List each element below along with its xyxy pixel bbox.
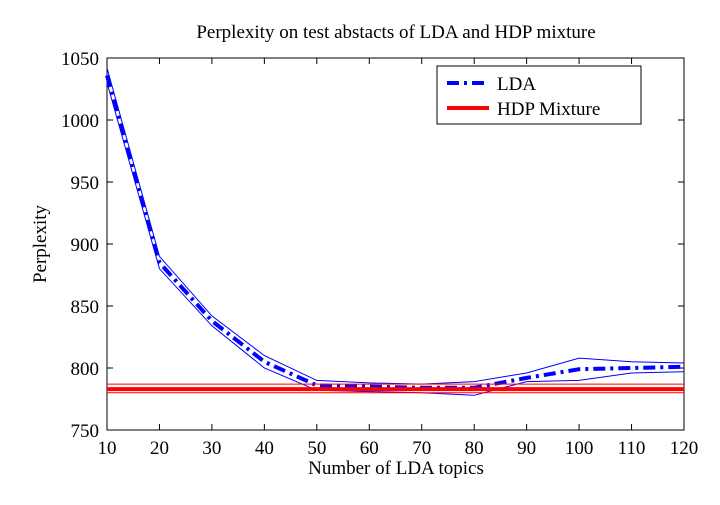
y-tick-label: 900 bbox=[71, 235, 100, 256]
lda-upper-bound bbox=[106, 67, 685, 385]
x-tick-label: 110 bbox=[618, 438, 646, 459]
x-tick-label: 100 bbox=[565, 438, 594, 459]
y-tick-label: 850 bbox=[71, 297, 100, 318]
x-tick-label: 120 bbox=[670, 438, 699, 459]
x-tick-label: 40 bbox=[255, 438, 274, 459]
y-tick-label: 1000 bbox=[61, 111, 99, 132]
x-tick-label: 50 bbox=[307, 438, 326, 459]
x-tick-label: 70 bbox=[412, 438, 431, 459]
x-axis-label: Number of LDA topics bbox=[308, 458, 484, 479]
lda-lower-bound bbox=[106, 82, 685, 396]
y-tick-label: 750 bbox=[71, 421, 100, 442]
chart-title: Perplexity on test abstacts of LDA and H… bbox=[196, 22, 595, 43]
legend-label-lda: LDA bbox=[497, 74, 536, 95]
x-tick-label: 80 bbox=[465, 438, 484, 459]
legend-box bbox=[436, 65, 642, 125]
y-tick-label: 800 bbox=[71, 359, 100, 380]
x-tick-label: 60 bbox=[360, 438, 379, 459]
x-tick-label: 30 bbox=[202, 438, 221, 459]
legend-label-hdp-mixture: HDP Mixture bbox=[497, 99, 600, 120]
x-tick-label: 90 bbox=[517, 438, 536, 459]
x-tick-label: 20 bbox=[150, 438, 169, 459]
y-tick-label: 950 bbox=[71, 173, 100, 194]
legend: LDA HDP Mixture bbox=[436, 65, 642, 125]
y-tick-label: 1050 bbox=[61, 49, 99, 70]
x-tick-label: 10 bbox=[98, 438, 117, 459]
plot-area: 10 20 30 40 50 60 70 80 90 100 110 120 750 800 850 900 9… bbox=[61, 49, 698, 459]
y-axis-label: Perplexity bbox=[30, 204, 51, 283]
